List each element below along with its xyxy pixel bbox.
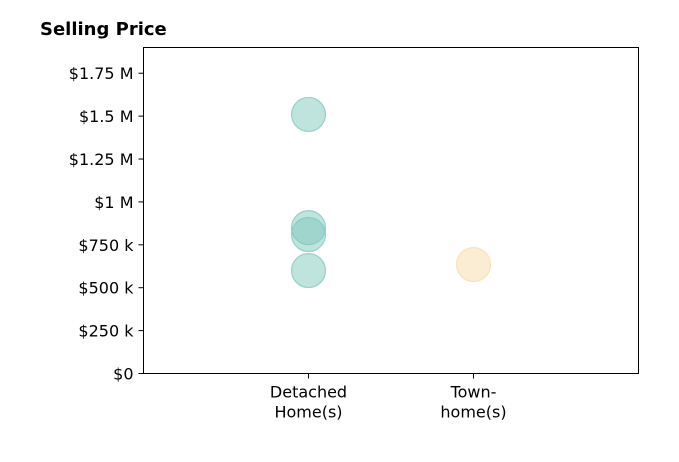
x-category-label: home(s) bbox=[440, 403, 506, 422]
data-point bbox=[455, 246, 492, 283]
data-point bbox=[290, 96, 327, 133]
y-tick-label: $1 M bbox=[94, 193, 133, 212]
plot-area bbox=[290, 96, 492, 289]
y-tick-label: $750 k bbox=[78, 236, 134, 255]
plot-frame bbox=[143, 47, 639, 374]
y-tick-label: $250 k bbox=[78, 322, 134, 341]
data-point bbox=[290, 252, 327, 289]
y-tick-label: $1.5 M bbox=[79, 107, 134, 126]
y-tick-label: $500 k bbox=[78, 279, 134, 298]
y-tick-label: $1.75 M bbox=[69, 64, 134, 83]
y-tick-label: $0 bbox=[113, 365, 133, 384]
x-category-label: Home(s) bbox=[274, 403, 342, 422]
x-category-label: Town- bbox=[450, 383, 497, 402]
x-category-label: Detached bbox=[270, 383, 347, 402]
y-axis: $0 $250 k $500 k $750 k $1 M $1.25 M $1.5 M $1.… bbox=[69, 64, 144, 384]
y-tick-label: $1.25 M bbox=[69, 150, 134, 169]
data-point bbox=[290, 216, 327, 253]
chart-title: Selling Price bbox=[40, 19, 167, 40]
